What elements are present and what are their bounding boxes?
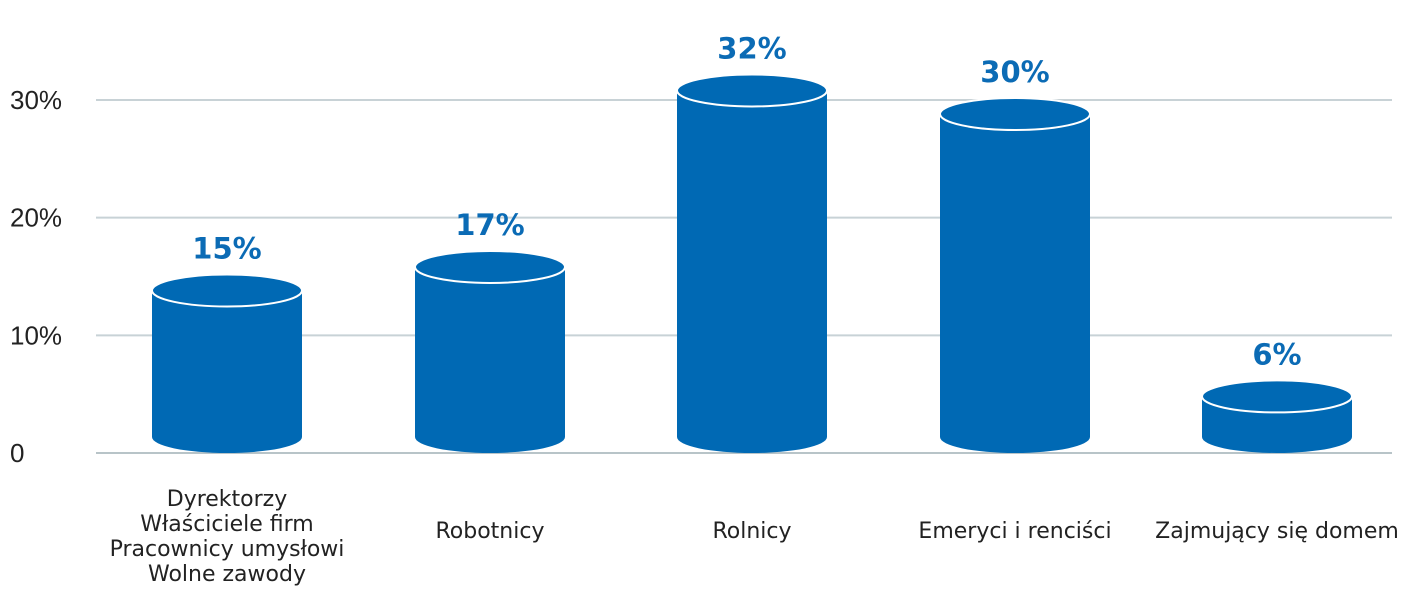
category-label-0: Wolne zawody xyxy=(148,562,306,587)
category-label-2: Rolnicy xyxy=(712,519,791,544)
category-label-0: Dyrektorzy xyxy=(167,487,288,512)
value-label-0: 15% xyxy=(192,232,261,266)
y-tick-label: 20% xyxy=(10,203,62,233)
bar-3 xyxy=(939,97,1091,453)
y-axis-ticks: 0 10% 20% 30% xyxy=(10,85,62,468)
bar-body xyxy=(677,90,827,453)
category-label-3: Emeryci i renciści xyxy=(918,519,1111,544)
value-label-2: 32% xyxy=(717,31,786,65)
bar-top xyxy=(939,97,1091,131)
category-label-1: Robotnicy xyxy=(436,519,545,544)
bar-top xyxy=(151,273,303,308)
bar-body xyxy=(415,266,565,453)
bar-top xyxy=(414,249,566,284)
category-label-0: Pracownicy umysłowi xyxy=(110,537,345,562)
value-label-4: 6% xyxy=(1252,337,1301,371)
bar-0 xyxy=(151,273,303,453)
value-label-3: 30% xyxy=(980,55,1049,89)
bar-1 xyxy=(414,249,566,453)
value-labels: 15% 17% 32% 30% 6% xyxy=(192,31,1301,371)
y-tick-label: 10% xyxy=(10,320,62,350)
bars xyxy=(151,73,1353,453)
bar-top xyxy=(676,73,828,108)
value-label-1: 17% xyxy=(455,208,524,242)
bar-body xyxy=(152,290,302,453)
y-tick-label: 0 xyxy=(10,438,24,468)
bar-2 xyxy=(676,73,828,453)
category-label-0: Właściciele firm xyxy=(140,512,314,537)
category-label-4: Zajmujący się domem xyxy=(1155,519,1399,544)
bar-top xyxy=(1201,379,1353,414)
bar-body xyxy=(940,114,1090,453)
y-tick-label: 30% xyxy=(10,85,62,115)
bar-4 xyxy=(1201,379,1353,453)
